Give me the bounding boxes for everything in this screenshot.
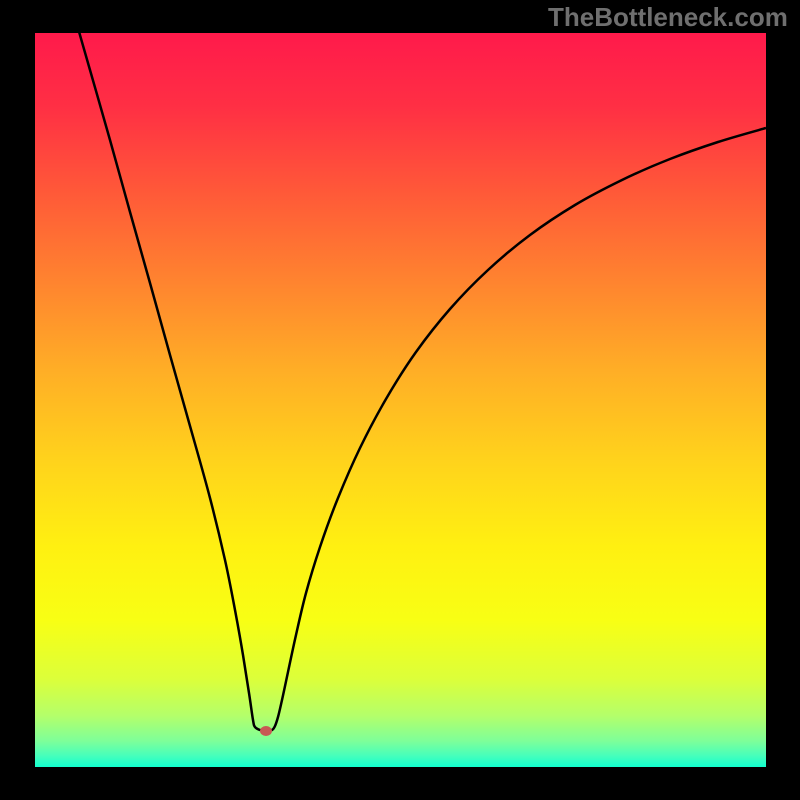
frame-bottom — [0, 767, 800, 800]
chart-svg — [0, 0, 800, 800]
watermark-text: TheBottleneck.com — [548, 2, 788, 33]
min-marker — [260, 726, 272, 736]
gradient-panel — [35, 33, 766, 767]
frame-left — [0, 0, 35, 800]
frame-right — [766, 0, 800, 800]
